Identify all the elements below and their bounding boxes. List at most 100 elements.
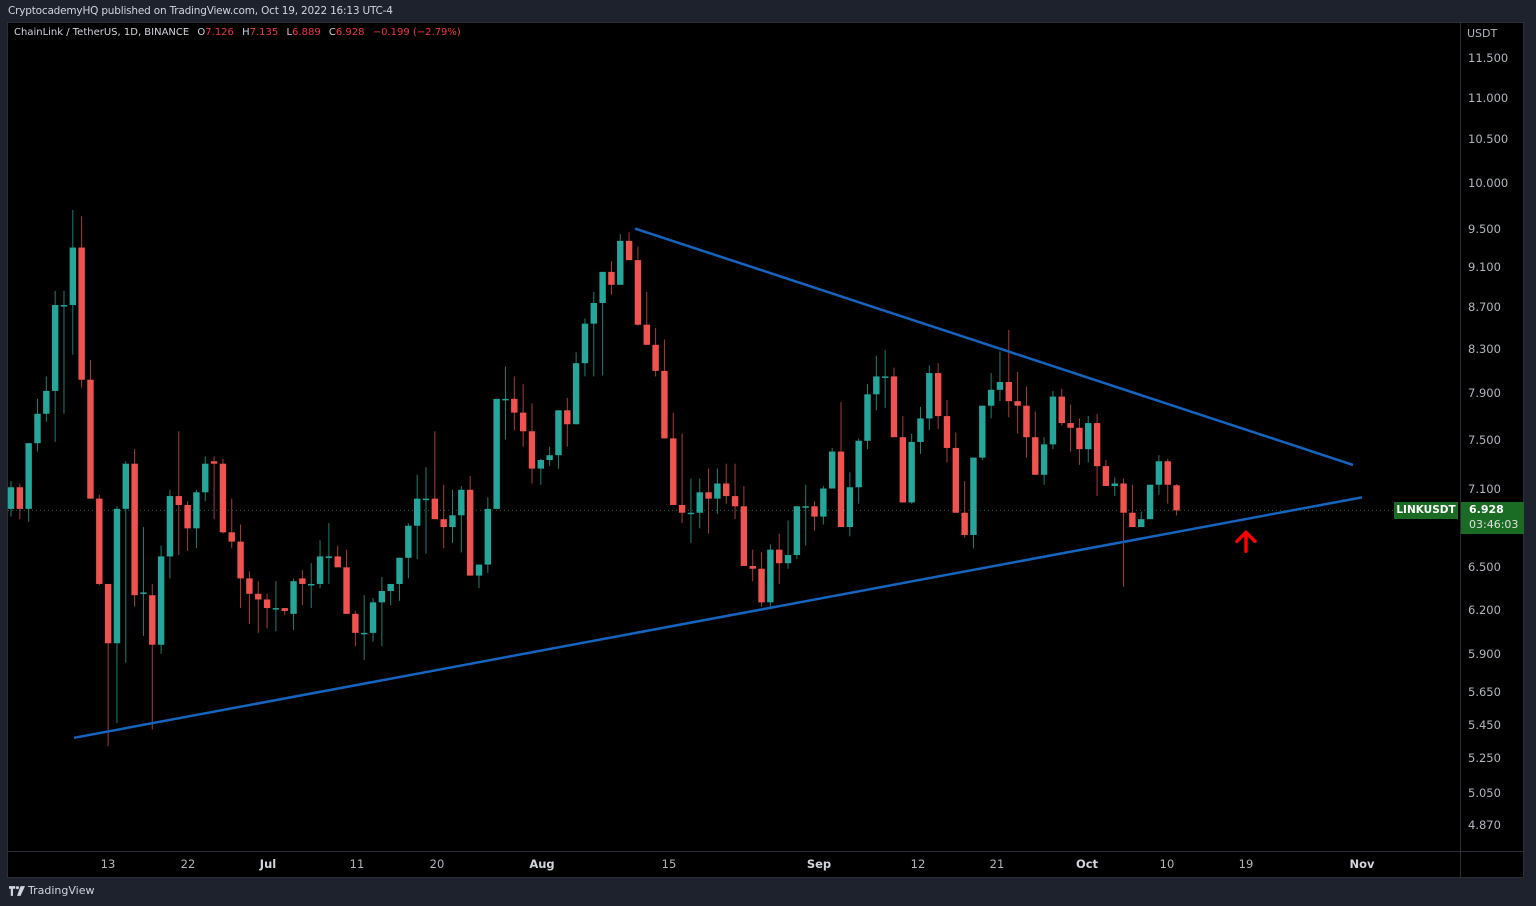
candle[interactable] <box>961 480 968 538</box>
candle[interactable] <box>184 501 191 551</box>
candle[interactable] <box>519 384 527 447</box>
price-unit-label[interactable]: USDT <box>1467 27 1498 40</box>
candle[interactable] <box>131 449 138 607</box>
candle[interactable] <box>378 576 386 647</box>
candle[interactable] <box>881 350 889 409</box>
candle[interactable] <box>493 398 500 509</box>
candle[interactable] <box>484 497 492 573</box>
candle[interactable] <box>51 290 59 442</box>
candle[interactable] <box>864 384 871 450</box>
candle[interactable] <box>696 478 703 529</box>
candle[interactable] <box>87 359 94 499</box>
candle[interactable] <box>1164 458 1171 504</box>
candle[interactable] <box>281 608 288 616</box>
candle[interactable] <box>608 261 615 295</box>
candle[interactable] <box>255 581 262 633</box>
candle[interactable] <box>581 318 589 377</box>
candle[interactable] <box>334 545 341 568</box>
candle[interactable] <box>970 457 977 549</box>
candle[interactable] <box>413 474 421 560</box>
candle[interactable] <box>272 581 280 632</box>
candle[interactable] <box>590 291 597 377</box>
candle[interactable] <box>361 595 368 660</box>
candle[interactable] <box>193 489 200 549</box>
candle[interactable] <box>1093 413 1101 497</box>
candle[interactable] <box>996 351 1004 402</box>
candle[interactable] <box>1102 460 1110 486</box>
candle[interactable] <box>1014 371 1021 434</box>
candle[interactable] <box>740 485 748 566</box>
candle[interactable] <box>537 458 544 485</box>
candle[interactable] <box>122 461 129 663</box>
candle[interactable] <box>890 367 898 438</box>
candle[interactable] <box>643 291 650 345</box>
candle[interactable] <box>837 402 845 528</box>
candle[interactable] <box>687 478 695 543</box>
candle[interactable] <box>723 463 730 504</box>
candle[interactable] <box>369 598 377 642</box>
candle[interactable] <box>599 271 606 376</box>
candle[interactable] <box>908 433 915 504</box>
candle[interactable] <box>104 583 112 747</box>
candle[interactable] <box>290 578 297 630</box>
candle[interactable] <box>1023 386 1030 458</box>
candle[interactable] <box>784 520 792 569</box>
candle[interactable] <box>352 610 359 647</box>
candle[interactable] <box>634 246 642 326</box>
candle[interactable] <box>987 373 995 419</box>
candle[interactable] <box>325 523 333 584</box>
candle[interactable] <box>1129 484 1136 528</box>
candle[interactable] <box>758 552 765 607</box>
candle[interactable] <box>1005 329 1012 418</box>
candle[interactable] <box>555 410 562 469</box>
candle[interactable] <box>1067 404 1074 452</box>
candle[interactable] <box>69 209 77 355</box>
candle[interactable] <box>149 583 156 730</box>
candle[interactable] <box>1111 477 1118 497</box>
candle[interactable] <box>219 458 227 534</box>
candle[interactable] <box>263 593 271 629</box>
candle[interactable] <box>1085 416 1092 463</box>
candle[interactable] <box>846 472 854 537</box>
candle[interactable] <box>60 290 68 414</box>
candle[interactable] <box>1049 390 1057 450</box>
candle[interactable] <box>113 506 121 723</box>
candle[interactable] <box>396 557 403 601</box>
price-axis[interactable] <box>1460 22 1525 851</box>
candle[interactable] <box>617 234 624 285</box>
candle[interactable] <box>422 467 430 554</box>
candle[interactable] <box>1120 478 1127 587</box>
candle[interactable] <box>811 501 818 531</box>
candle[interactable] <box>43 376 50 422</box>
candle[interactable] <box>405 523 412 579</box>
candle[interactable] <box>625 232 633 261</box>
candle[interactable] <box>546 446 553 467</box>
candle[interactable] <box>873 355 880 411</box>
symbol-description[interactable]: ChainLink / TetherUS, 1D, BINANCE <box>14 27 190 38</box>
candle[interactable] <box>1173 484 1180 516</box>
candle[interactable] <box>96 494 103 586</box>
candle[interactable] <box>1146 484 1154 520</box>
candle[interactable] <box>943 400 951 463</box>
candle[interactable] <box>7 480 15 517</box>
candle[interactable] <box>449 489 456 543</box>
candle[interactable] <box>25 443 32 522</box>
candle[interactable] <box>157 545 165 654</box>
descending-resistance-trendline[interactable] <box>634 227 1354 467</box>
candle[interactable] <box>1058 388 1065 426</box>
candle[interactable] <box>1040 437 1048 485</box>
candle[interactable] <box>899 416 907 503</box>
candle[interactable] <box>767 544 774 610</box>
candle[interactable] <box>475 564 483 589</box>
candle[interactable] <box>934 363 942 429</box>
candle[interactable] <box>1155 455 1163 495</box>
candle[interactable] <box>661 339 668 439</box>
candle[interactable] <box>502 366 509 440</box>
candle[interactable] <box>564 397 571 447</box>
candle[interactable] <box>34 398 41 452</box>
candle[interactable] <box>652 327 659 377</box>
candle[interactable] <box>820 485 827 525</box>
candle[interactable] <box>952 432 960 513</box>
candle[interactable] <box>387 583 394 606</box>
